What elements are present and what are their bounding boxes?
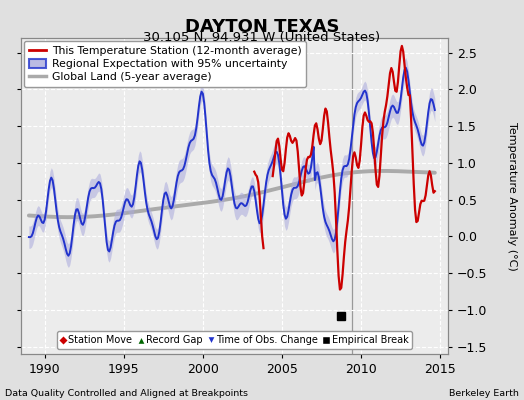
Legend: Station Move, Record Gap, Time of Obs. Change, Empirical Break: Station Move, Record Gap, Time of Obs. C… bbox=[57, 331, 412, 349]
Text: Data Quality Controlled and Aligned at Breakpoints: Data Quality Controlled and Aligned at B… bbox=[5, 389, 248, 398]
Text: Berkeley Earth: Berkeley Earth bbox=[449, 389, 519, 398]
Text: 30.105 N, 94.931 W (United States): 30.105 N, 94.931 W (United States) bbox=[144, 31, 380, 44]
Y-axis label: Temperature Anomaly (°C): Temperature Anomaly (°C) bbox=[507, 122, 517, 270]
Text: DAYTON TEXAS: DAYTON TEXAS bbox=[185, 18, 339, 36]
